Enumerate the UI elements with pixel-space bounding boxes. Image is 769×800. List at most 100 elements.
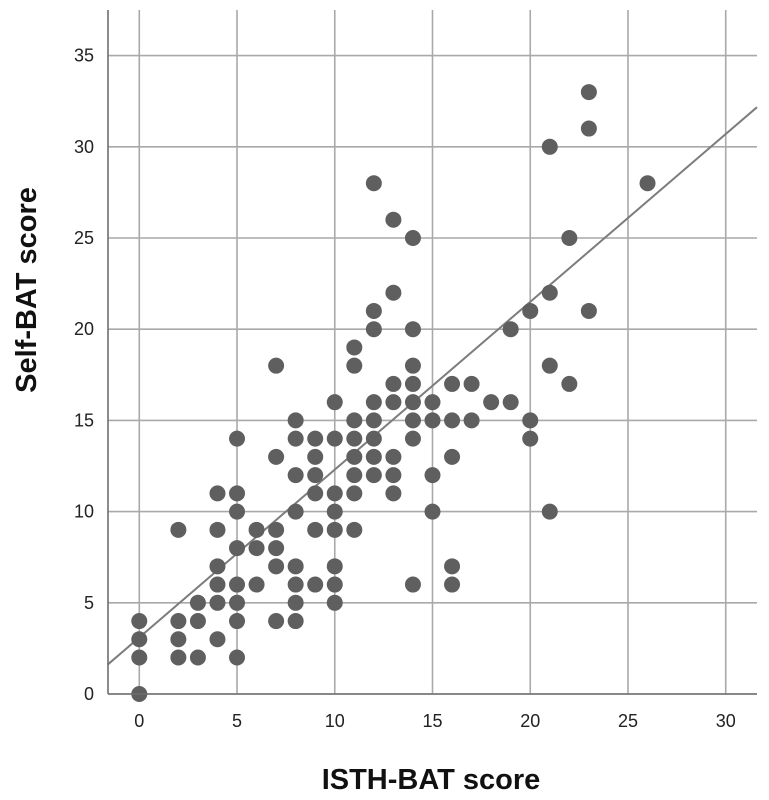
y-tick-label: 15	[74, 410, 94, 430]
data-point	[131, 613, 148, 630]
data-point	[463, 412, 480, 429]
data-point	[541, 138, 558, 155]
data-point	[189, 649, 206, 666]
y-tick-label: 20	[74, 319, 94, 339]
data-point	[248, 521, 265, 538]
data-point	[365, 175, 382, 192]
data-point	[248, 540, 265, 557]
data-point	[326, 594, 343, 611]
data-point	[307, 467, 324, 484]
data-point	[209, 631, 226, 648]
data-point	[268, 613, 285, 630]
data-point	[365, 467, 382, 484]
data-point	[444, 448, 461, 465]
data-point	[444, 576, 461, 593]
data-point	[287, 613, 304, 630]
data-point	[444, 412, 461, 429]
data-point	[189, 594, 206, 611]
x-tick-label: 15	[422, 711, 442, 731]
y-tick-label: 25	[74, 228, 94, 248]
data-point	[131, 631, 148, 648]
data-point	[385, 211, 402, 228]
data-point	[404, 230, 421, 246]
y-tick-label: 10	[74, 502, 94, 522]
data-point	[229, 485, 246, 502]
gridlines	[108, 10, 757, 695]
data-point	[463, 375, 480, 392]
data-point	[326, 430, 343, 447]
data-point	[189, 613, 206, 630]
data-point	[580, 120, 597, 137]
data-point	[287, 594, 304, 611]
x-tick-label: 20	[520, 711, 540, 731]
data-point	[170, 613, 187, 630]
data-point	[385, 467, 402, 484]
data-point	[580, 302, 597, 319]
data-point	[365, 321, 382, 338]
data-point	[326, 503, 343, 520]
data-point	[424, 503, 441, 520]
data-point	[346, 521, 363, 538]
y-tick-label: 35	[74, 46, 94, 66]
data-point	[365, 448, 382, 465]
data-point	[287, 558, 304, 575]
data-point	[346, 430, 363, 447]
data-point	[502, 321, 519, 338]
data-point	[170, 521, 187, 538]
data-point	[326, 485, 343, 502]
data-point	[424, 394, 441, 411]
data-point	[522, 412, 539, 429]
data-point	[502, 394, 519, 411]
data-point	[483, 394, 500, 411]
y-tick-label: 0	[84, 684, 94, 704]
data-point	[307, 430, 324, 447]
data-point	[170, 631, 187, 648]
data-point	[268, 540, 285, 557]
data-point	[268, 558, 285, 575]
data-point	[365, 412, 382, 429]
data-point	[365, 394, 382, 411]
data-point	[424, 467, 441, 484]
data-point	[385, 485, 402, 502]
data-point	[346, 448, 363, 465]
data-point	[346, 485, 363, 502]
data-point	[404, 375, 421, 392]
data-point	[229, 540, 246, 557]
data-point	[541, 503, 558, 520]
data-point	[326, 576, 343, 593]
data-point	[404, 412, 421, 429]
x-tick-label: 0	[134, 711, 144, 731]
x-tick-label: 5	[232, 711, 242, 731]
data-point	[404, 576, 421, 593]
data-point	[365, 302, 382, 319]
data-point	[580, 84, 597, 101]
data-point	[385, 375, 402, 392]
x-tick-label: 30	[716, 711, 736, 731]
data-point	[268, 357, 285, 374]
data-point	[326, 394, 343, 411]
data-point	[404, 357, 421, 374]
data-point	[385, 284, 402, 301]
y-tick-labels: 0 5 10 15 20 25 30 35	[74, 46, 94, 704]
data-point	[561, 230, 578, 246]
data-point	[268, 521, 285, 538]
data-point	[131, 649, 148, 666]
y-tick-label: 5	[84, 593, 94, 613]
data-point	[209, 576, 226, 593]
data-point	[346, 467, 363, 484]
data-point	[365, 430, 382, 447]
data-point	[229, 613, 246, 630]
data-point	[307, 448, 324, 465]
data-point	[229, 430, 246, 447]
data-point	[229, 649, 246, 666]
data-point	[639, 175, 656, 192]
data-point	[268, 448, 285, 465]
data-point	[307, 576, 324, 593]
data-point	[287, 576, 304, 593]
data-point	[209, 594, 226, 611]
y-axis-title: Self-BAT score	[11, 187, 43, 393]
x-tick-label: 10	[325, 711, 345, 731]
data-point	[346, 412, 363, 429]
data-point	[522, 302, 539, 319]
data-point	[444, 375, 461, 392]
